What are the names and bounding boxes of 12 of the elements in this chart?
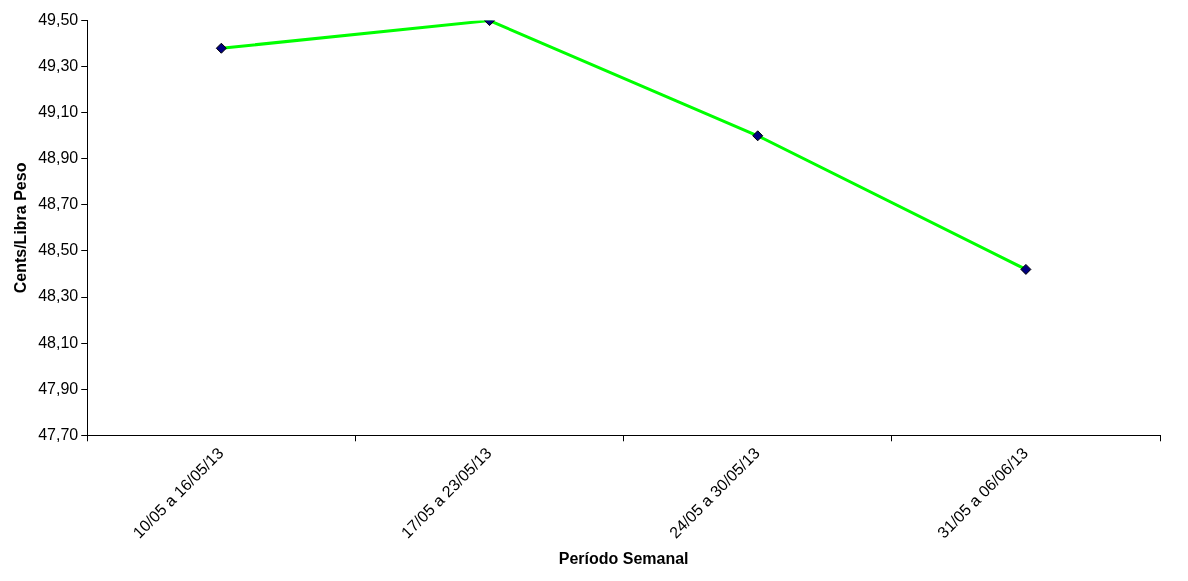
y-tick-label: 49,50 [38, 11, 79, 29]
y-tick-label: 48,10 [38, 333, 79, 351]
y-tick-label: 47,70 [38, 425, 79, 443]
y-tick-label: 48,30 [38, 287, 79, 305]
x-axis-title: Período Semanal [558, 549, 689, 567]
y-tick-label: 47,90 [38, 379, 79, 397]
y-tick-label: 49,10 [38, 103, 79, 121]
y-tick-label: 49,30 [38, 57, 79, 75]
y-tick-label: 48,90 [38, 149, 79, 167]
y-axis-title: Cents/Libra Peso [12, 162, 30, 294]
y-tick-label: 48,50 [38, 241, 79, 259]
y-tick-label: 48,70 [38, 195, 79, 213]
